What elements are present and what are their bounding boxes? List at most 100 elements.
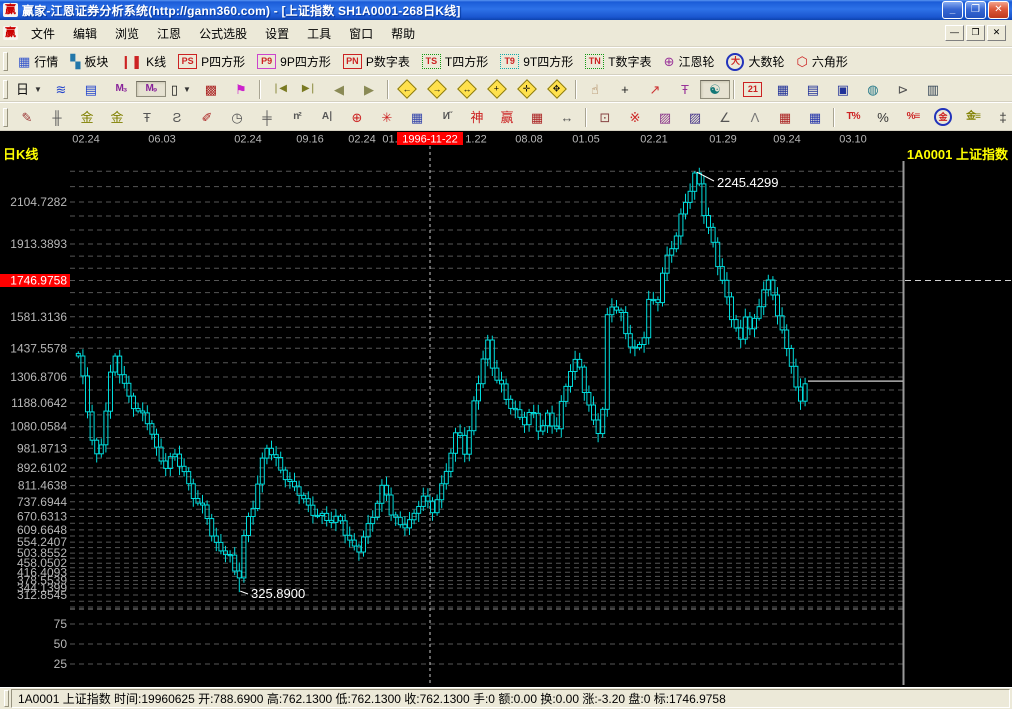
button-icon: TN [585, 54, 605, 69]
t-number-table-button[interactable]: TN T数字表 [579, 50, 657, 73]
toolbar-grip[interactable] [3, 107, 8, 127]
period-day-dropdown[interactable]: 日 ▼ [12, 80, 46, 99]
ray-fan-tool[interactable]: ※ [620, 108, 650, 127]
span-arrow-tool[interactable]: ↔ [552, 108, 582, 127]
pan-right-button[interactable]: → [422, 78, 452, 100]
mirror-tool[interactable]: A∣ [312, 109, 342, 125]
gold-levels-tool[interactable]: 金≡ [958, 109, 988, 125]
svg-text:02.21: 02.21 [640, 134, 668, 146]
knife-tool[interactable]: ✐ [192, 108, 222, 127]
gold-square-tool[interactable]: 金 [72, 108, 102, 127]
close-button[interactable]: ✕ [988, 1, 1009, 19]
blue-grid-tool[interactable]: ▦ [800, 108, 830, 127]
menu-8[interactable]: 帮助 [391, 26, 416, 41]
go-first-button[interactable]: ❘◀ [264, 81, 294, 97]
pct-levels-tool[interactable]: %≡ [898, 109, 928, 125]
chart-layout-button[interactable]: ≋ [46, 80, 76, 99]
menu-5[interactable]: 设置 [265, 26, 290, 41]
menu-6[interactable]: 工具 [307, 26, 332, 41]
red-grid-tool[interactable]: ▦ [770, 108, 800, 127]
menu-3[interactable]: 江恩 [157, 26, 182, 41]
box-zone-tool[interactable]: ⊡ [590, 108, 620, 127]
step-forward-button[interactable]: ▶ [354, 80, 384, 99]
save-button[interactable]: ▣ [828, 80, 858, 99]
gold-square2-tool[interactable]: 金 [102, 108, 132, 127]
pan-all-button[interactable]: ✥ [542, 78, 572, 100]
angle-fan-tool[interactable]: ∠ [710, 108, 740, 127]
t9-square-button[interactable]: T9 9T四方形 [494, 50, 579, 73]
f-ruler-tool[interactable]: Ŧ [132, 108, 162, 127]
grid-box-tool[interactable]: ▦ [402, 108, 432, 127]
bars-9-button[interactable]: M₉ [135, 81, 166, 97]
toolbar-grip[interactable] [3, 79, 8, 99]
t-square-button[interactable]: TS T四方形 [416, 50, 494, 73]
marker-pen-tool[interactable]: ‡ [988, 108, 1012, 127]
shen-tool[interactable]: 神 [462, 108, 492, 127]
gold-circle-tool[interactable]: 金 [928, 105, 958, 129]
percent-tool[interactable]: % [868, 108, 898, 127]
menu-1[interactable]: 编辑 [73, 26, 98, 41]
mdi-restore-button[interactable]: ❐ [966, 25, 985, 41]
big-number-wheel-button[interactable]: 大大数轮 [720, 50, 790, 74]
shade-tool[interactable]: ▨ [650, 108, 680, 127]
n-square-tool[interactable]: n² [282, 109, 312, 125]
shade2-tool[interactable]: ▨ [680, 108, 710, 127]
smart-analysis-button[interactable]: ☯ [699, 79, 730, 99]
calculator-button[interactable]: ▦ [768, 80, 798, 99]
kline-button[interactable]: ❙❚ K线 [114, 50, 172, 73]
button-icon: ☝ [590, 81, 599, 97]
ying-tool[interactable]: 赢 [492, 108, 522, 127]
hand-tool-button[interactable]: ☝ [580, 80, 610, 99]
p-square-button[interactable]: PS P四方形 [172, 50, 251, 73]
k-segment-tool[interactable]: И˝ [432, 109, 462, 125]
pattern-button[interactable]: ▩ [196, 80, 226, 99]
menu-4[interactable]: 公式选股 [199, 26, 248, 41]
menu-2[interactable]: 浏览 [115, 26, 140, 41]
button-icon: T9 [500, 54, 520, 69]
p-number-table-button[interactable]: PN P数字表 [337, 50, 416, 73]
mdi-minimize-button[interactable]: — [945, 25, 964, 41]
print-button[interactable]: ▥ [918, 80, 948, 99]
quotes-button[interactable]: ▦ 行情 [12, 50, 64, 73]
crosshair-tool-button[interactable]: + [610, 80, 640, 99]
mdi-close-button[interactable]: ✕ [987, 25, 1006, 41]
pan-left-button[interactable]: ← [392, 78, 422, 100]
menu-0[interactable]: 文件 [31, 26, 56, 41]
export-button[interactable]: ⊳ [888, 80, 918, 99]
gann-t-tool-button[interactable]: Ŧ [670, 80, 700, 99]
spiral-tool[interactable]: Ƨ [162, 108, 192, 127]
trend-measure-button[interactable]: ↗ [640, 80, 670, 99]
go-last-button[interactable]: ▶❘ [294, 81, 324, 97]
zoom-out-button[interactable]: ✛ [512, 78, 542, 100]
price-ruler-tool[interactable]: ╪ [252, 108, 282, 127]
sectors-button[interactable]: ▚ 板块 [64, 50, 114, 73]
restore-button[interactable]: ❐ [965, 1, 986, 19]
gann-wheel-button[interactable]: ⊕ 江恩轮 [658, 50, 721, 73]
star-ray-tool[interactable]: ✳ [372, 108, 402, 127]
pct-angle-tool[interactable]: T% [838, 109, 868, 125]
bars-3-button[interactable]: M₃ [106, 81, 136, 97]
menu-7[interactable]: 窗口 [349, 26, 374, 41]
zoom-h-button[interactable]: ↔ [452, 78, 482, 100]
hexagon-button[interactable]: ⬡ 六角形 [791, 50, 854, 73]
kline-chart[interactable]: 02.24 06.03 02.24 09.16 02.24 01. 1996-11-22 1.… [0, 131, 1012, 687]
time-cycle-tool[interactable]: ◷ [222, 108, 252, 127]
button-icon: ▦ [776, 81, 790, 97]
button-icon: ▯ [170, 81, 179, 97]
step-back-button[interactable]: ◀ [324, 80, 354, 99]
ticket-grid-tool[interactable]: ▦ [522, 108, 552, 127]
flag-button[interactable]: ⚑ [226, 80, 256, 99]
pen-line-tool[interactable]: ✎ [12, 108, 42, 127]
zoom-in-button[interactable]: + [482, 78, 512, 100]
web-data-button[interactable]: ◍ [858, 80, 888, 99]
grid-ruler-tool[interactable]: ╫ [42, 108, 72, 127]
minimize-button[interactable]: _ [942, 1, 963, 19]
wave-count-tool[interactable]: Λ [740, 108, 770, 127]
calendar-button[interactable]: 21 [738, 79, 768, 100]
toolbar-grip[interactable] [3, 52, 8, 71]
p9-square-button[interactable]: P9 9P四方形 [251, 50, 337, 73]
compass-tool[interactable]: ⊕ [342, 108, 372, 127]
notes-button[interactable]: ▤ [798, 80, 828, 99]
info-panel-button[interactable]: ▤ [76, 80, 106, 99]
candle-type-dropdown[interactable]: ▯ ▼ [166, 80, 196, 99]
